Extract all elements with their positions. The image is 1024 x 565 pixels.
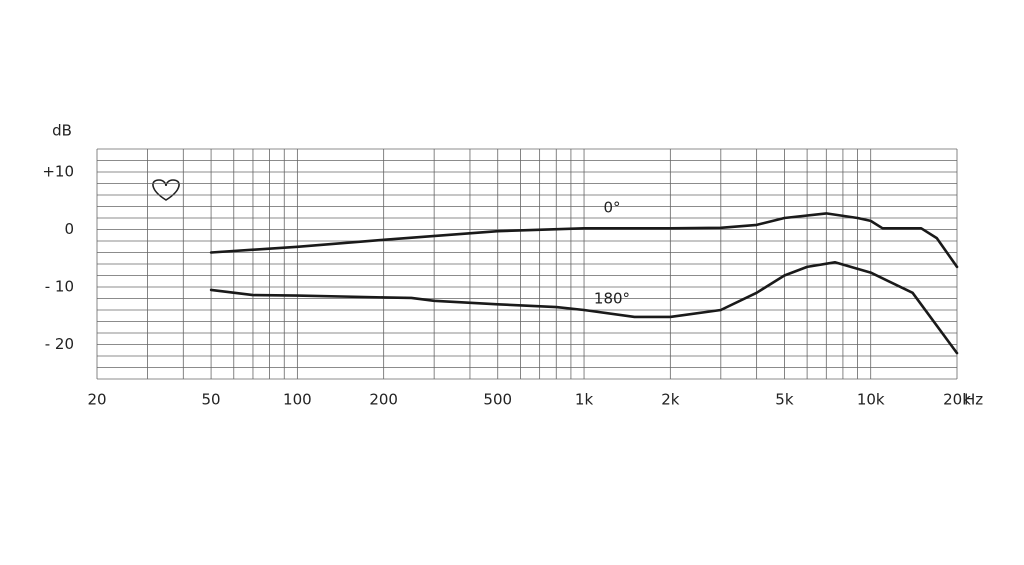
y-tick-label: 0 xyxy=(64,220,74,238)
x-tick-label: 20k xyxy=(943,391,971,409)
x-tick-label: 100 xyxy=(283,391,312,409)
x-tick-label: 10k xyxy=(857,391,885,409)
x-tick-label: 2k xyxy=(661,391,680,409)
response-curve xyxy=(209,212,959,269)
y-tick-label: +10 xyxy=(42,163,74,181)
x-tick-label: 200 xyxy=(369,391,398,409)
x-tick-label: 20 xyxy=(87,391,106,409)
cardioid-icon xyxy=(152,179,180,201)
x-tick-label: 50 xyxy=(202,391,221,409)
x-tick-label: 500 xyxy=(483,391,512,409)
y-tick-label: - 10 xyxy=(45,278,74,296)
x-tick-label: 1k xyxy=(575,391,594,409)
curve-label: 0° xyxy=(603,199,620,217)
y-axis-label: dB xyxy=(52,122,72,140)
curve-label: 180° xyxy=(594,290,630,308)
y-tick-label: - 20 xyxy=(45,335,74,353)
response-curve xyxy=(209,261,959,355)
x-tick-label: 5k xyxy=(775,391,794,409)
x-axis-label: Hz xyxy=(964,391,983,409)
